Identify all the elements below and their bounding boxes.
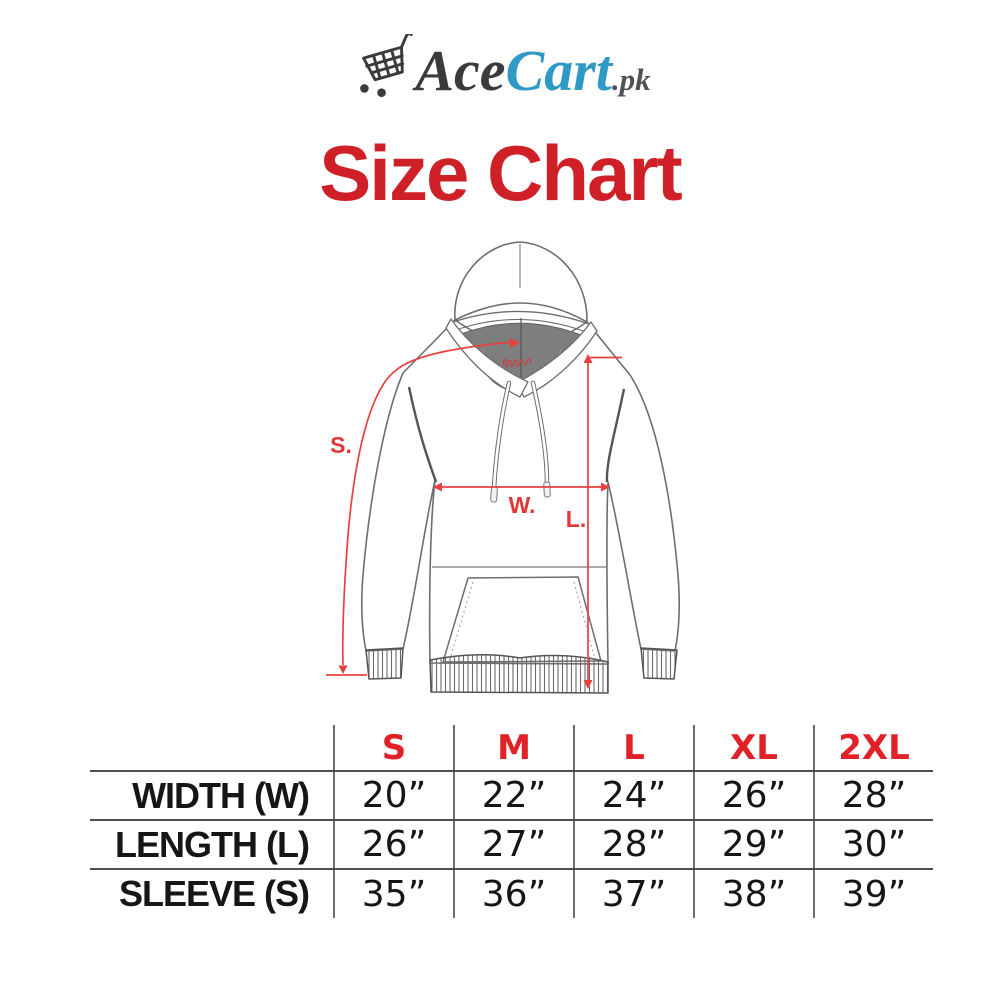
size-value-cell: 30” (813, 821, 933, 868)
size-column-header: S (333, 725, 453, 770)
size-value-cell: 37” (573, 870, 693, 918)
size-value-cell: 24” (573, 772, 693, 819)
table-row-length: LENGTH (L) 26” 27” 28” 29” 30” (90, 821, 933, 870)
shopping-cart-icon (360, 34, 414, 97)
size-value-cell: 36” (453, 870, 573, 918)
size-value-cell: 26” (333, 821, 453, 868)
cuff-right (640, 647, 678, 680)
logo: AceCart.pk (0, 34, 1000, 100)
arrow-down-icon (338, 665, 348, 674)
row-label: WIDTH (W) (132, 774, 310, 816)
hem-band (429, 654, 609, 694)
collar-left-flap (445, 318, 529, 398)
arrow-up-icon (583, 354, 593, 363)
hood-rim-outer (452, 310, 590, 325)
size-value-cell: 28” (573, 821, 693, 868)
length-measure-line (583, 354, 622, 689)
pocket-stitch-right (573, 581, 596, 660)
sleeve-measure-line (326, 338, 520, 676)
size-value-cell: 35” (333, 870, 453, 918)
size-value-cell: 38” (693, 870, 813, 918)
arrow-right-icon (510, 338, 520, 348)
size-value-cell: 22” (453, 772, 573, 819)
brand-text-cart: Cart (505, 38, 612, 103)
aglet-left (490, 486, 498, 503)
table-corner-cell (90, 725, 333, 770)
hoodie-measurement-diagram: S. W. L. (326, 241, 681, 694)
size-column-header: XL (693, 725, 813, 770)
size-value-cell: 28” (813, 772, 933, 819)
arrow-down-icon (583, 680, 593, 689)
length-measure-label: L. (566, 506, 586, 532)
arrow-left-icon (433, 482, 442, 492)
brand-text-pk: .pk (611, 62, 651, 97)
size-value-cell: 27” (453, 821, 573, 868)
table-row-width: WIDTH (W) 20” 22” 24” 26” 28” (90, 772, 933, 821)
raglan-seam-left (407, 386, 438, 483)
row-label: SLEEVE (S) (118, 873, 310, 914)
table-row-sleeve: SLEEVE (S) 35” 36” 37” 38” 39” (90, 870, 933, 918)
size-value-cell: 39” (813, 870, 933, 918)
brand-text-ace: Ace (415, 38, 506, 103)
raglan-seam-right (605, 388, 626, 483)
page-title: Size Chart (319, 129, 682, 217)
cuff-left (365, 647, 404, 680)
drawstring-left (490, 380, 512, 503)
brand-signature-icon (502, 358, 532, 368)
hoodie-body-outline (360, 319, 681, 665)
size-value-cell: 29” (693, 821, 813, 868)
width-measure-label: W. (509, 492, 536, 518)
size-column-header: 2XL (813, 725, 933, 770)
aglet-right (543, 481, 551, 498)
kangaroo-pocket (442, 576, 602, 663)
collar-right-flap (515, 321, 598, 398)
width-measure-line (433, 482, 610, 492)
size-table-header-row: S M L XL 2XL (90, 725, 933, 772)
row-label: LENGTH (L) (115, 823, 310, 865)
sleeve-measure-label: S. (330, 432, 352, 458)
size-column-header: L (573, 725, 693, 770)
size-value-cell: 26” (693, 772, 813, 819)
pocket-stitch-left (449, 581, 474, 660)
size-column-header: M (453, 725, 573, 770)
size-table: S M L XL 2XL WIDTH (W) 20” 22” 24” 26” 2… (90, 725, 933, 918)
drawstring-right (530, 380, 551, 498)
hood (454, 241, 588, 323)
brand-wordmark: AceCart.pk (415, 42, 650, 100)
arrow-right-icon (601, 482, 610, 492)
size-value-cell: 20” (333, 772, 453, 819)
